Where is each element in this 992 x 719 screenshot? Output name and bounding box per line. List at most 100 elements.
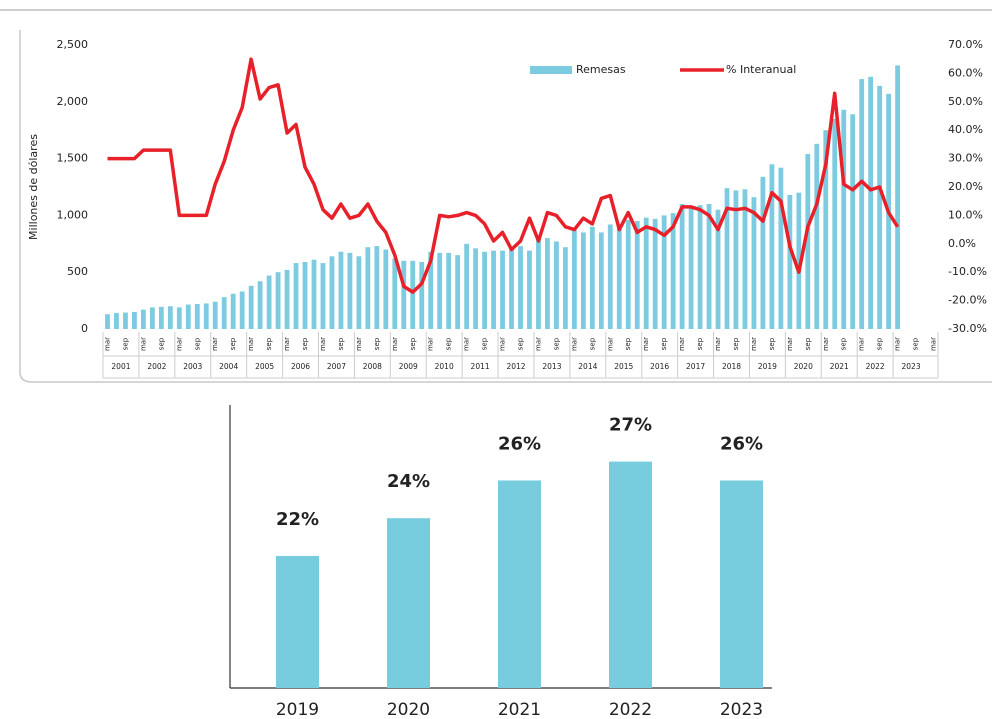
bar <box>356 256 362 329</box>
bar <box>446 252 452 329</box>
bar <box>509 247 514 329</box>
year-label: 2019 <box>758 362 777 371</box>
bar <box>536 235 541 329</box>
bar <box>176 307 182 329</box>
bar <box>500 250 505 329</box>
bar <box>832 118 838 329</box>
x-tick-label: sep <box>265 337 273 350</box>
bar <box>392 258 398 329</box>
x-tick-label: 2020 <box>387 700 430 719</box>
y-tick-label: 2,000 <box>57 95 89 108</box>
bar <box>275 272 281 329</box>
bar <box>276 555 319 688</box>
bar <box>329 256 335 329</box>
x-tick-label: mar <box>103 337 111 351</box>
year-label: 2015 <box>614 362 633 371</box>
bar <box>491 250 496 329</box>
x-tick-label: 2023 <box>720 700 763 719</box>
x-tick-label: 2022 <box>609 700 652 719</box>
legend-swatch <box>530 66 572 74</box>
value-label: 26% <box>498 433 541 454</box>
bar <box>769 164 775 329</box>
x-tick-label: sep <box>840 337 848 350</box>
bar <box>868 76 874 329</box>
y2-tick-label: 40.0% <box>948 123 983 136</box>
x-tick-label: sep <box>517 337 525 350</box>
bar <box>778 167 784 329</box>
bar <box>859 79 865 329</box>
bar <box>661 215 667 329</box>
y2-tick-label: 60.0% <box>948 66 983 79</box>
x-tick-label: 2021 <box>498 700 541 719</box>
bar <box>609 461 652 688</box>
bar <box>805 154 811 329</box>
x-tick-label: sep <box>409 337 417 350</box>
bar <box>419 261 425 329</box>
bar <box>697 205 703 329</box>
bar <box>720 480 763 688</box>
bar <box>302 261 308 329</box>
bar <box>562 247 568 329</box>
y2-tick-label: -10.0% <box>948 265 987 278</box>
x-tick-label: mar <box>283 337 291 351</box>
year-label: 2004 <box>219 362 238 371</box>
bar <box>742 189 748 329</box>
bar <box>796 192 802 329</box>
x-tick-label: sep <box>696 337 704 350</box>
x-tick-label: sep <box>229 337 237 350</box>
bar <box>293 263 299 329</box>
x-tick-label: sep <box>732 337 740 350</box>
bar <box>571 230 577 329</box>
bar <box>464 243 470 329</box>
y2-tick-label: 30.0% <box>948 152 983 165</box>
x-tick-label: mar <box>139 337 147 351</box>
bar <box>212 301 218 329</box>
bar <box>141 309 146 329</box>
bar <box>760 176 766 329</box>
x-tick-label: mar <box>499 337 507 351</box>
line <box>107 57 900 294</box>
year-label: 2014 <box>578 362 597 371</box>
bar <box>877 85 883 330</box>
legend-label: % Interanual <box>726 63 796 76</box>
x-tick-label: sep <box>660 337 668 350</box>
x-tick-label: mar <box>211 337 219 351</box>
x-tick-label: mar <box>570 337 578 351</box>
x-tick-label: sep <box>337 337 345 350</box>
bar <box>338 251 344 329</box>
y-tick-label: 0 <box>81 322 88 335</box>
x-tick-label: sep <box>481 337 489 350</box>
bar <box>598 232 604 329</box>
y-tick-label: 1,000 <box>57 208 89 221</box>
bar <box>194 304 200 329</box>
bar <box>679 204 685 329</box>
bar <box>895 65 900 329</box>
x-tick-label: sep <box>876 337 884 350</box>
bar <box>473 248 479 329</box>
bar <box>455 255 461 329</box>
x-tick-label: mar <box>894 337 902 351</box>
bar <box>284 269 290 329</box>
year-label: 2003 <box>183 362 202 371</box>
value-label: 22% <box>276 509 319 530</box>
x-tick-label: mar <box>319 337 327 351</box>
bar <box>149 307 155 329</box>
year-label: 2016 <box>650 362 669 371</box>
x-tick-label: sep <box>445 337 453 350</box>
x-tick-label: sep <box>804 337 812 350</box>
bar <box>185 304 191 329</box>
bar <box>545 238 550 329</box>
bar <box>841 109 847 329</box>
bar <box>114 313 119 329</box>
x-tick-label: mar <box>678 337 686 351</box>
x-tick-label: sep <box>301 337 309 350</box>
y2-tick-label: -20.0% <box>948 294 987 307</box>
y-tick-label: 2,500 <box>57 38 89 51</box>
bar <box>688 206 694 329</box>
year-label: 2005 <box>255 362 274 371</box>
y-axis-label: Millones de dólares <box>27 134 40 240</box>
bar <box>374 246 380 329</box>
bar <box>670 213 676 329</box>
bar <box>724 188 730 329</box>
x-tick-label: sep <box>157 337 165 350</box>
